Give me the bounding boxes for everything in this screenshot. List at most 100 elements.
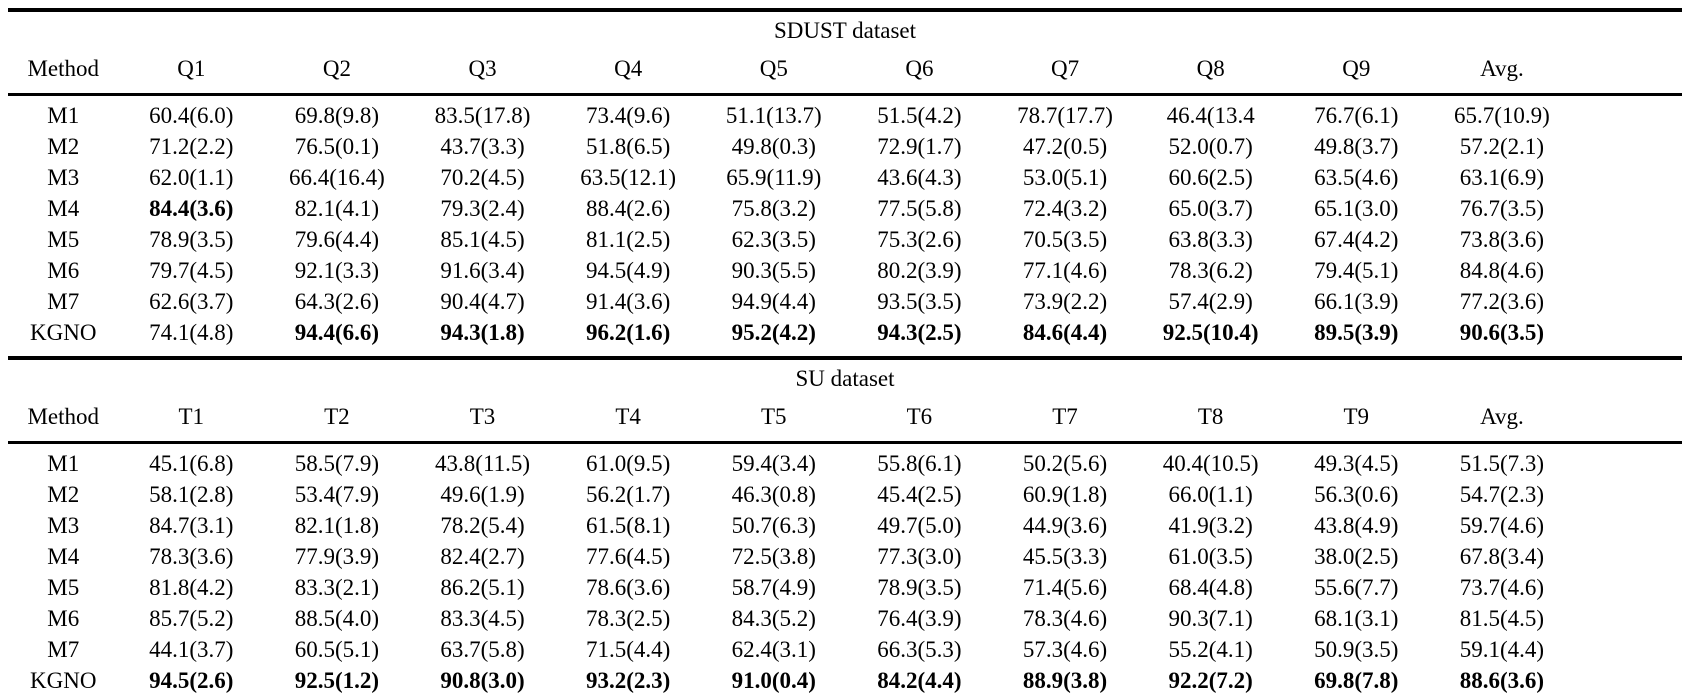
value-cell: 46.4(13.4 — [1166, 103, 1255, 129]
table-row: M7 44.1(3.7) 60.5(5.1) 63.7(5.8) 71.5(4.4) 62… — [8, 635, 1682, 666]
value-cell: 74.1(4.8) — [149, 320, 234, 346]
header-row: Method Q1 Q2 Q3 Q4 Q5 Q6 Q7 Q8 Q9 Avg. — [8, 49, 1682, 96]
value-cell: 86.2(5.1) — [440, 575, 525, 601]
value-cell: 91.6(3.4) — [440, 258, 525, 284]
value-cell: 68.1(3.1) — [1314, 606, 1399, 632]
value-cell: 73.4(9.6) — [585, 103, 671, 129]
method-label: M1 — [47, 103, 80, 129]
value-cell: 75.8(3.2) — [731, 196, 816, 222]
value-cell: 61.0(9.5) — [585, 451, 671, 477]
value-cell: 92.5(10.4) — [1162, 320, 1259, 346]
column-header: Q5 — [700, 49, 847, 96]
value-cell: 58.5(7.9) — [294, 451, 380, 477]
value-cell: 88.6(3.6) — [1459, 668, 1545, 694]
column-header: T2 — [264, 397, 410, 444]
value-cell: 43.8(11.5) — [435, 451, 531, 477]
dataset-title: SU dataset — [795, 366, 895, 392]
value-cell: 60.5(5.1) — [294, 637, 380, 663]
value-cell: 94.3(2.5) — [877, 320, 962, 346]
value-cell: 59.4(3.4) — [731, 451, 816, 477]
column-header-method: Method — [8, 397, 119, 444]
method-label: KGNO — [30, 668, 97, 694]
value-cell: 44.1(3.7) — [149, 637, 234, 663]
table-body: M1 60.4(6.0) 69.8(9.8) 83.5(17.8) 73.4(9.6) 5… — [8, 95, 1682, 359]
value-cell: 84.7(3.1) — [149, 513, 234, 539]
column-header: Q3 — [409, 49, 556, 96]
value-cell: 71.2(2.2) — [149, 134, 234, 160]
value-cell: 61.0(3.5) — [1168, 544, 1253, 570]
value-cell: 79.7(4.5) — [149, 258, 234, 284]
value-cell: 94.3(1.8) — [440, 320, 525, 346]
value-cell: 83.5(17.8) — [434, 103, 531, 129]
value-cell: 69.8(9.8) — [294, 103, 380, 129]
column-header: Q2 — [264, 49, 410, 96]
table-row: M1 45.1(6.8) 58.5(7.9) 43.8(11.5) 61.0(9.5) 5… — [8, 443, 1682, 481]
column-header: Avg. — [1429, 49, 1575, 96]
value-cell: 49.3(4.5) — [1314, 451, 1399, 477]
value-cell: 90.8(3.0) — [440, 668, 525, 694]
value-cell: 62.3(3.5) — [731, 227, 816, 253]
method-label: M3 — [47, 165, 80, 191]
table-row: M3 84.7(3.1) 82.1(1.8) 78.2(5.4) 61.5(8.1) 50… — [8, 511, 1682, 542]
filler-cell — [1575, 287, 1682, 318]
column-header: T7 — [992, 397, 1138, 444]
value-cell: 81.5(4.5) — [1459, 606, 1545, 632]
value-cell: 52.0(0.7) — [1168, 134, 1253, 160]
method-label: M2 — [47, 134, 80, 160]
value-cell: 83.3(2.1) — [294, 575, 380, 601]
value-cell: 41.9(3.2) — [1168, 513, 1253, 539]
value-cell: 76.7(6.1) — [1314, 103, 1399, 129]
value-cell: 61.5(8.1) — [585, 513, 671, 539]
table-row: M2 58.1(2.8) 53.4(7.9) 49.6(1.9) 56.2(1.7) 46… — [8, 480, 1682, 511]
value-cell: 91.0(0.4) — [731, 668, 816, 694]
value-cell: 57.2(2.1) — [1459, 134, 1545, 160]
value-cell: 63.8(3.3) — [1168, 227, 1253, 253]
sdust-results-table: SDUST dataset Method Q1 Q2 Q3 Q4 Q5 Q6 Q7 Q8 Q9 Av… — [8, 8, 1682, 360]
value-cell: 78.2(5.4) — [440, 513, 525, 539]
dataset-header-row: SU dataset — [8, 360, 1682, 397]
value-cell: 72.9(1.7) — [877, 134, 962, 160]
value-cell: 75.3(2.6) — [877, 227, 962, 253]
su-results-table: SU dataset Method T1 T2 T3 T4 T5 T6 T7 T8 T9 Avg. … — [8, 360, 1682, 696]
value-cell: 84.4(3.6) — [149, 196, 234, 222]
value-cell: 59.1(4.4) — [1459, 637, 1545, 663]
value-cell: 51.8(6.5) — [585, 134, 671, 160]
value-cell: 65.9(11.9) — [726, 165, 822, 191]
value-cell: 90.4(4.7) — [440, 289, 525, 315]
value-cell: 70.5(3.5) — [1022, 227, 1108, 253]
value-cell: 50.7(6.3) — [731, 513, 816, 539]
value-cell: 43.6(4.3) — [877, 165, 962, 191]
filler-cell — [1575, 163, 1682, 194]
value-cell: 73.7(4.6) — [1459, 575, 1545, 601]
value-cell: 49.7(5.0) — [877, 513, 962, 539]
filler-cell — [1575, 666, 1682, 696]
value-cell: 78.7(17.7) — [1017, 103, 1113, 129]
header-row: Method T1 T2 T3 T4 T5 T6 T7 T8 T9 Avg. — [8, 397, 1682, 444]
value-cell: 60.6(2.5) — [1168, 165, 1253, 191]
value-cell: 57.4(2.9) — [1168, 289, 1253, 315]
value-cell: 45.4(2.5) — [877, 482, 962, 508]
value-cell: 93.5(3.5) — [877, 289, 962, 315]
value-cell: 50.9(3.5) — [1314, 637, 1399, 663]
value-cell: 62.0(1.1) — [149, 165, 234, 191]
value-cell: 69.8(7.8) — [1314, 668, 1399, 694]
value-cell: 90.6(3.5) — [1459, 320, 1545, 346]
value-cell: 62.4(3.1) — [731, 637, 816, 663]
value-cell: 77.1(4.6) — [1022, 258, 1108, 284]
table-row: M5 81.8(4.2) 83.3(2.1) 86.2(5.1) 78.6(3.6) 58… — [8, 573, 1682, 604]
value-cell: 60.4(6.0) — [149, 103, 234, 129]
value-cell: 95.2(4.2) — [731, 320, 816, 346]
value-cell: 56.2(1.7) — [585, 482, 671, 508]
column-header: Avg. — [1429, 397, 1575, 444]
value-cell: 51.1(13.7) — [725, 103, 822, 129]
value-cell: 65.1(3.0) — [1314, 196, 1399, 222]
value-cell: 78.3(3.6) — [149, 544, 234, 570]
value-cell: 66.1(3.9) — [1314, 289, 1399, 315]
value-cell: 77.3(3.0) — [877, 544, 962, 570]
value-cell: 38.0(2.5) — [1314, 544, 1399, 570]
value-cell: 78.6(3.6) — [585, 575, 671, 601]
value-cell: 63.7(5.8) — [440, 637, 525, 663]
value-cell: 45.5(3.3) — [1022, 544, 1108, 570]
value-cell: 94.5(4.9) — [585, 258, 671, 284]
